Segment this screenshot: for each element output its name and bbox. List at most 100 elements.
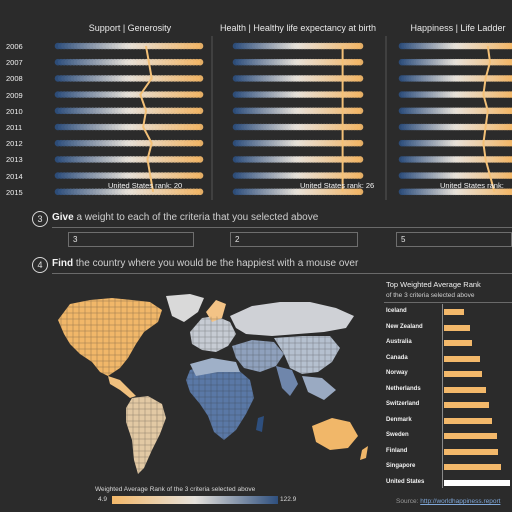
ranking-divider — [384, 302, 512, 303]
country-dot[interactable] — [196, 58, 204, 66]
year-label: 2013 — [6, 155, 23, 165]
map-australia[interactable] — [312, 418, 358, 450]
world-choropleth-map[interactable] — [40, 292, 370, 482]
ranking-bar[interactable] — [444, 309, 464, 315]
country-dot[interactable] — [196, 107, 204, 115]
country-dot[interactable] — [356, 139, 364, 147]
step-3-verb: Give — [52, 212, 74, 223]
country-dot[interactable] — [356, 75, 364, 82]
country-dot[interactable] — [196, 75, 204, 82]
ranking-country-label: Denmark — [386, 416, 412, 423]
map-south-asia[interactable] — [276, 366, 298, 396]
country-dot[interactable] — [508, 42, 512, 50]
source-link[interactable]: http://worldhappiness.report — [420, 498, 501, 505]
ranking-bar[interactable] — [444, 433, 497, 439]
map-north-africa[interactable] — [190, 358, 240, 376]
usa-rank-happiness: United States rank: — [440, 181, 504, 190]
ranking-country-label: New Zealand — [386, 323, 423, 330]
ranking-country-label: Sweden — [386, 432, 409, 438]
ranking-bar[interactable] — [444, 371, 483, 377]
country-dot[interactable] — [508, 58, 512, 66]
ranking-subtitle: of the 3 criteria selected above — [386, 292, 475, 299]
country-dot[interactable] — [508, 123, 512, 131]
map-southeast-asia[interactable] — [302, 376, 336, 400]
country-dot[interactable] — [196, 123, 204, 131]
ranking-bar[interactable] — [444, 355, 481, 362]
country-dot[interactable] — [356, 123, 364, 131]
step-3-instruction: Give a weight to each of the criteria th… — [52, 212, 318, 223]
country-dot[interactable] — [508, 188, 512, 196]
panel-title-happiness: Happiness | Life Ladder — [410, 23, 506, 33]
ranking-title: Top Weighted Average Rank — [386, 280, 481, 289]
ranking-bar[interactable] — [444, 417, 492, 424]
panel-title-support: Support | Generosity — [88, 23, 172, 33]
country-dot[interactable] — [508, 75, 512, 82]
step-3-text: a weight to each of the criteria that yo… — [76, 212, 319, 223]
country-dot[interactable] — [356, 188, 364, 196]
step-4-divider — [52, 273, 512, 274]
country-dot[interactable] — [196, 139, 204, 147]
ranking-bar[interactable] — [444, 479, 510, 486]
country-dot[interactable] — [508, 139, 512, 147]
year-label: 2010 — [6, 106, 23, 116]
country-dot[interactable] — [356, 107, 364, 115]
country-dot[interactable] — [196, 172, 204, 179]
map-russia[interactable] — [230, 302, 354, 336]
step-4-verb: Find — [52, 258, 74, 269]
ranking-country-label: Finland — [386, 447, 408, 454]
weight-input-support[interactable]: 3 — [68, 232, 194, 247]
country-dot[interactable] — [356, 91, 364, 98]
weight-input-health[interactable]: 2 — [230, 232, 358, 247]
map-legend-title: Weighted Average Rank of the 3 criteria … — [95, 486, 256, 493]
country-dot[interactable] — [508, 91, 512, 98]
year-label: 2012 — [6, 139, 23, 149]
year-label: 2009 — [6, 90, 23, 100]
map-new-zealand[interactable] — [360, 446, 368, 460]
ranking-bar[interactable] — [444, 340, 473, 346]
ranking-country-label: Australia — [386, 339, 412, 345]
ranking-bar[interactable] — [444, 402, 489, 408]
source-note: Source: http://worldhappiness.report — [396, 498, 500, 505]
ranking-axis — [442, 304, 443, 488]
ranking-country-label: Singapore — [386, 463, 416, 469]
country-dot[interactable] — [356, 156, 364, 163]
country-dot[interactable] — [196, 42, 204, 50]
ranking-country-label: Canada — [386, 354, 408, 361]
map-scandinavia[interactable] — [206, 300, 226, 322]
year-label: 2006 — [6, 42, 23, 51]
ranking-bar[interactable] — [444, 324, 471, 331]
country-dot[interactable] — [356, 42, 364, 50]
country-dot[interactable] — [508, 156, 512, 163]
map-legend-gradient — [112, 496, 278, 504]
map-central-america[interactable] — [108, 376, 136, 398]
usa-rank-line — [139, 45, 155, 192]
country-dot[interactable] — [196, 91, 204, 98]
ranking-country-label: Norway — [386, 370, 408, 376]
country-dot[interactable] — [196, 156, 204, 163]
ranking-bar[interactable] — [444, 464, 501, 470]
map-greenland[interactable] — [166, 294, 204, 322]
step-3-badge: 3 — [32, 211, 48, 227]
usa-rank-health: United States rank: 26 — [300, 181, 375, 190]
country-dot[interactable] — [356, 58, 364, 66]
country-dot[interactable] — [196, 188, 204, 196]
year-label: 2014 — [6, 171, 23, 181]
step-4-text: the country where you would be the happi… — [75, 258, 359, 269]
dot-strip-panels — [54, 36, 512, 200]
weight-input-happiness[interactable]: 5 — [396, 232, 512, 247]
year-label: 2008 — [6, 74, 23, 84]
usa-rank-support: United States rank: 20 — [108, 181, 183, 190]
country-dot[interactable] — [356, 172, 364, 179]
year-label: 2011 — [6, 123, 23, 132]
ranking-bar[interactable] — [444, 448, 499, 455]
map-madagascar[interactable] — [256, 416, 264, 432]
panel-title-health: Health | Healthy life expectancy at birt… — [220, 23, 376, 33]
ranking-country-label: Iceland — [386, 308, 407, 314]
country-dot[interactable] — [508, 107, 512, 115]
step-4-badge: 4 — [32, 257, 48, 273]
ranking-country-label: Netherlands — [386, 385, 421, 392]
step-4-instruction: Find the country where you would be the … — [52, 258, 358, 269]
country-dot[interactable] — [508, 172, 512, 179]
map-legend-max: 122.9 — [280, 496, 297, 503]
ranking-bar[interactable] — [444, 386, 486, 393]
